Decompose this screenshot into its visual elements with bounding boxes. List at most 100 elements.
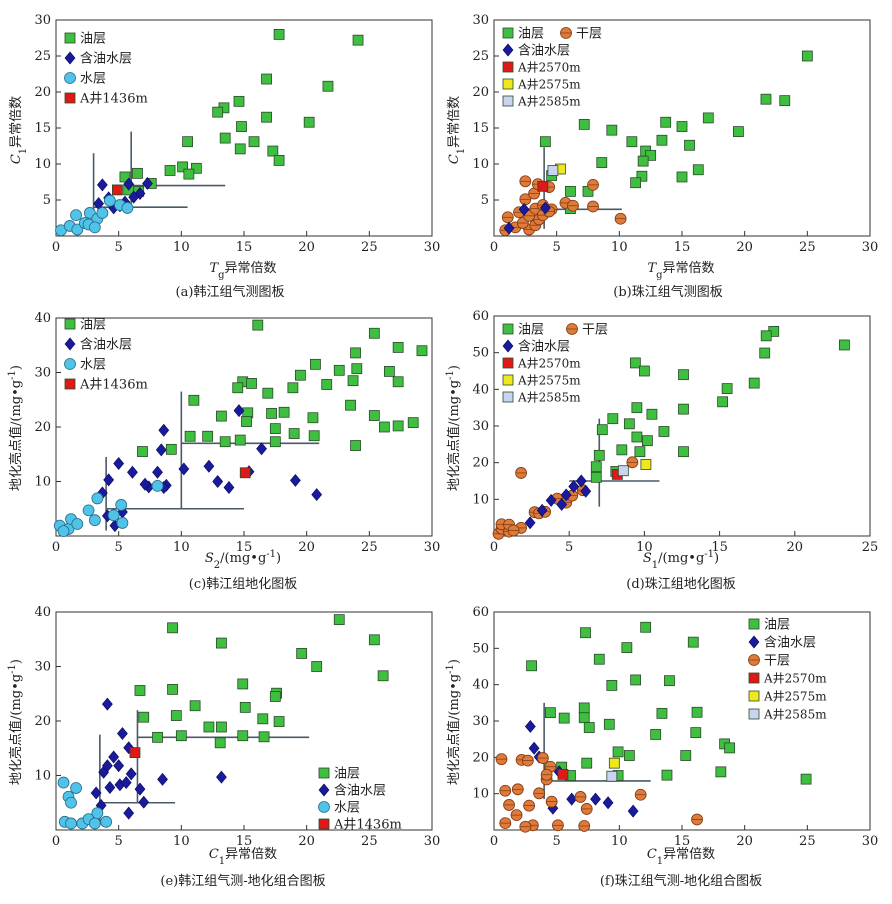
x-axis-label: C1异常倍数	[209, 847, 277, 867]
data-point-oil	[680, 750, 692, 761]
legend-marker-oilwater	[64, 51, 76, 65]
data-point-oilwater	[127, 465, 138, 479]
data-point-oil	[241, 416, 252, 427]
x-tick-label: 15	[236, 540, 253, 555]
data-point-dry	[499, 817, 512, 829]
data-point-oil	[237, 678, 249, 690]
data-point-water	[100, 815, 113, 828]
data-point-oil	[239, 701, 251, 713]
legend-label: A井2575m	[517, 374, 581, 388]
legend-marker-dry	[566, 323, 578, 335]
data-point-dry	[510, 809, 523, 822]
legend-label: 水层	[80, 358, 106, 373]
data-point-water	[71, 223, 84, 236]
data-point-oil	[350, 440, 361, 451]
data-point-oil	[273, 28, 285, 40]
y-tick-label: 20	[472, 750, 489, 765]
x-axis-label: S2/(mg•g-1)	[205, 549, 281, 571]
x-tick-label: 0	[490, 540, 498, 555]
x-tick-label: 15	[674, 240, 691, 255]
data-point-oilwater	[223, 481, 235, 494]
data-point-oil	[233, 95, 245, 107]
data-point-oil	[170, 710, 182, 721]
data-point-water	[96, 207, 109, 219]
legend-marker-water	[64, 358, 76, 370]
legend-marker-oilwater	[64, 337, 76, 351]
panel-caption: (f)珠江组气测-地化组合图板	[600, 873, 762, 889]
data-point-oil	[631, 431, 643, 443]
data-point-oil	[702, 112, 714, 124]
y-tick-label: 40	[472, 382, 489, 397]
y-axis-label: 地化亮点值/(mg•g-1)	[7, 659, 25, 785]
y-axis-label: 地化亮点值/(mg•g-1)	[7, 365, 25, 491]
data-point-oil	[252, 319, 264, 331]
data-point-oil	[377, 670, 389, 682]
legend-label: A井2570m	[517, 357, 581, 371]
data-point-oil	[646, 408, 658, 420]
legend-label: 油层	[334, 767, 360, 782]
data-point-oil	[278, 406, 290, 418]
data-point-water	[65, 796, 77, 809]
data-point-oilwater	[518, 202, 530, 216]
y-tick-label: 10	[472, 492, 489, 507]
data-point-oil	[307, 412, 319, 424]
data-point-oil	[779, 95, 791, 107]
data-point-oil	[175, 730, 187, 742]
legend-marker-oil	[502, 27, 514, 39]
data-point-oilwater	[602, 796, 614, 810]
data-point-oil	[182, 136, 194, 148]
data-point-oil	[759, 347, 771, 359]
x-tick-label: 10	[173, 540, 190, 555]
data-point-oil	[258, 731, 270, 743]
data-point-water	[151, 479, 164, 492]
data-point-oil	[687, 636, 699, 648]
data-point-oil	[190, 162, 202, 174]
data-point-oil	[188, 394, 200, 406]
data-point-dry	[511, 783, 524, 796]
legend-marker-a2570	[502, 357, 514, 369]
y-tick-label: 10	[34, 475, 51, 490]
x-tick-label: 0	[490, 240, 498, 255]
data-point-oil	[636, 170, 648, 182]
data-point-oil	[678, 403, 689, 415]
y-tick-label: 5	[43, 193, 51, 208]
data-point-oil	[261, 73, 272, 85]
x-tick-label: 25	[799, 834, 816, 849]
legend-label: 含油水层	[764, 635, 816, 651]
x-tick-label: 25	[361, 240, 378, 255]
legend-label: 油层	[764, 618, 790, 633]
data-point-oil	[350, 347, 361, 359]
data-point-oil	[287, 382, 299, 394]
data-point-water	[71, 518, 84, 530]
data-point-oil	[248, 136, 260, 148]
data-point-oil	[637, 155, 649, 167]
data-point-oil	[692, 164, 704, 176]
data-point-oil	[165, 443, 177, 455]
y-tick-label: 5	[481, 193, 489, 208]
legend-label: A井2570m	[517, 61, 581, 75]
data-point-oilwater	[113, 457, 125, 470]
legend-marker-oil	[748, 618, 760, 630]
data-point-dry	[691, 813, 703, 826]
data-point-oilwater	[103, 473, 115, 487]
panel-caption: (c)韩江组地化图板	[189, 577, 297, 592]
legend-label: A井2585m	[763, 708, 827, 722]
legend-marker-oilwater	[318, 783, 330, 797]
data-point-oil	[234, 143, 246, 155]
data-point-oil	[368, 410, 380, 421]
data-point-a2570	[537, 180, 549, 192]
y-tick-label: 20	[472, 456, 489, 471]
legend-marker-a2575	[748, 690, 760, 702]
data-point-oilwater	[503, 221, 515, 235]
data-point-oilwater	[152, 465, 163, 479]
data-point-oil	[645, 149, 657, 161]
legend-label: A井2585m	[517, 391, 581, 405]
data-point-oilwater	[556, 497, 568, 511]
data-point-oil	[623, 750, 635, 761]
y-tick-label: 20	[34, 85, 51, 100]
